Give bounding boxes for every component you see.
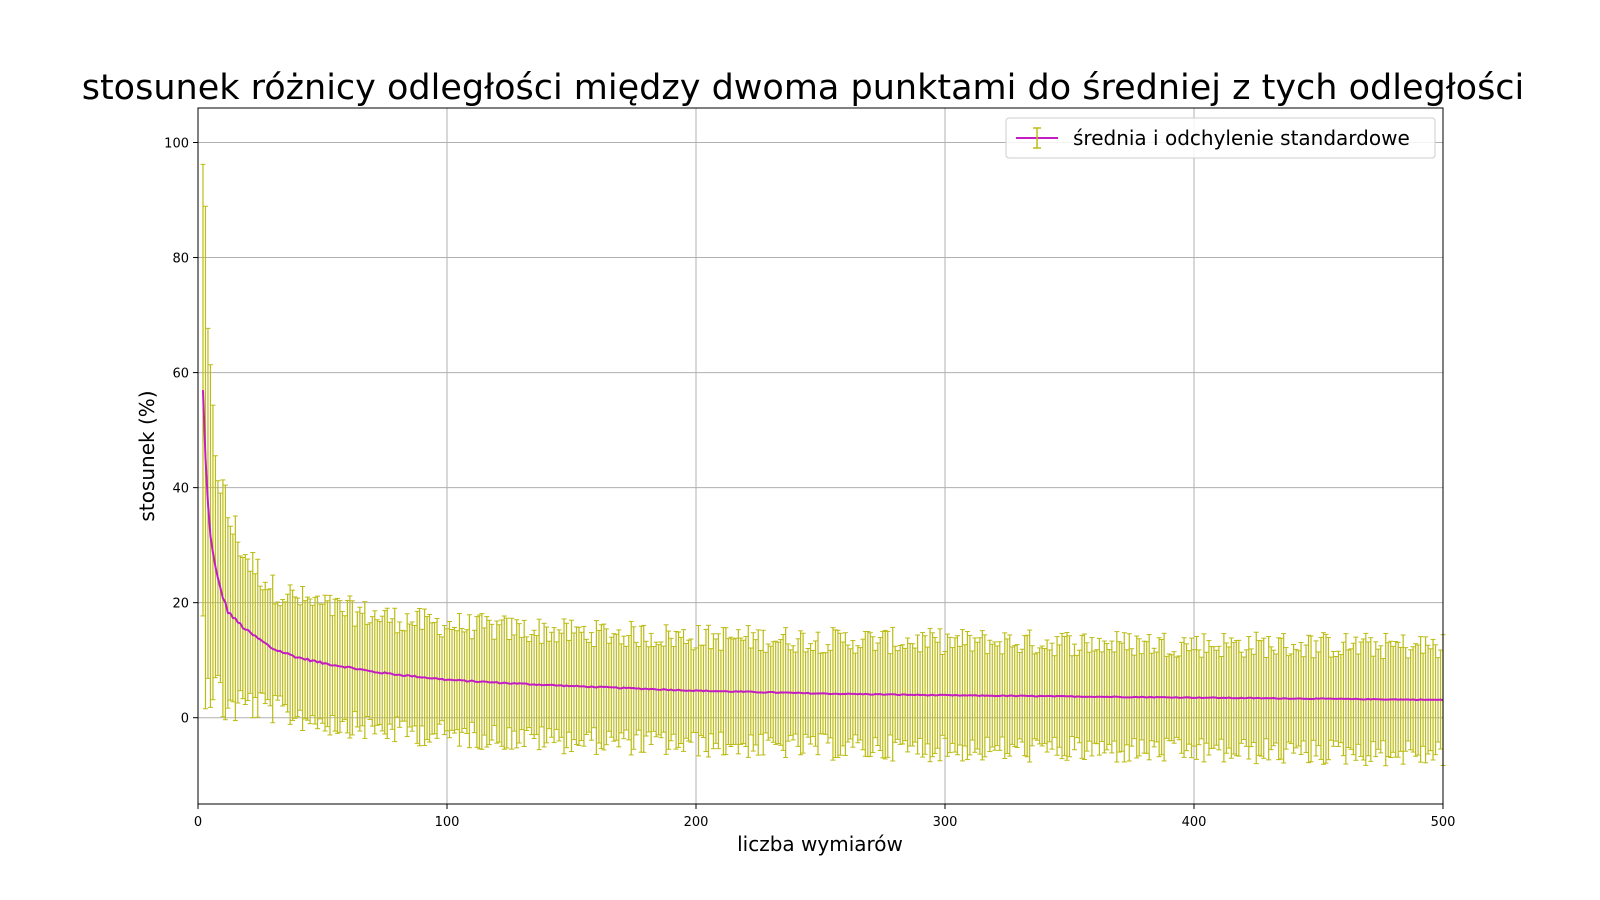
mean-line xyxy=(201,390,1444,702)
chart-title: stosunek różnicy odległości między dwoma… xyxy=(82,68,1525,108)
legend-label: średnia i odchylenie standardowe xyxy=(1073,126,1410,150)
x-axis-label: liczba wymiarów xyxy=(737,832,903,856)
x-tick-label: 400 xyxy=(1182,815,1207,830)
plot-frame xyxy=(197,107,1444,805)
x-tick-label: 200 xyxy=(684,815,709,830)
x-axis-ticks: 0 100 200 300 400 500 xyxy=(194,804,1456,830)
y-tick-label: 20 xyxy=(172,597,189,612)
x-tick-label: 500 xyxy=(1431,815,1456,830)
x-tick-label: 100 xyxy=(435,815,460,830)
legend-box xyxy=(1005,117,1436,159)
x-tick-label: 0 xyxy=(194,815,202,830)
error-bars xyxy=(200,163,1446,767)
y-tick-label: 60 xyxy=(172,367,189,382)
y-axis-ticks: 0 20 40 60 80 100 xyxy=(164,137,198,727)
y-tick-label: 100 xyxy=(164,137,189,152)
legend: średnia i odchylenie standardowe xyxy=(1005,117,1436,159)
y-tick-label: 80 xyxy=(172,252,189,267)
x-tick-label: 300 xyxy=(933,815,958,830)
y-tick-label: 40 xyxy=(172,482,189,497)
y-axis-label: stosunek (%) xyxy=(135,390,159,521)
mean-line-layer xyxy=(201,390,1444,702)
y-tick-label: 0 xyxy=(181,712,189,727)
